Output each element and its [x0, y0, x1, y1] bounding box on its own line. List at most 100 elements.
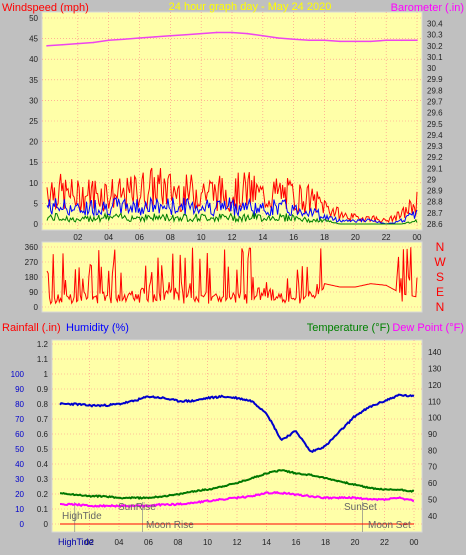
- moonrise-label: Moon Rise: [146, 520, 194, 531]
- rainfall-tick-label: 0.3: [37, 475, 49, 484]
- time-tick-label: 04: [115, 538, 124, 547]
- barometer-point: [138, 37, 141, 39]
- time-tick-label: 20: [351, 233, 360, 242]
- barometer-point: [262, 35, 264, 37]
- rainfall-tick-label: 0.6: [37, 430, 49, 439]
- humidity-tick-label: 60: [15, 430, 24, 439]
- rainfall-tick-label: 1.1: [37, 355, 49, 364]
- humidity-axis: 0 10 20 30 40 50 60 70 80 90 100: [11, 370, 25, 529]
- barometer-tick-label: 29.4: [427, 131, 443, 140]
- time-tick-label: 00: [410, 538, 419, 547]
- direction-tick-label: 180: [25, 273, 39, 282]
- rainfall-tick-label: 0: [44, 520, 49, 529]
- wind-low-series-line: [46, 211, 418, 225]
- barometer-tick-label: 28.8: [427, 198, 443, 207]
- time-tick-label: 06: [144, 538, 153, 547]
- time-tick-label: 02: [73, 233, 82, 242]
- humidity-tick-label: 70: [15, 415, 24, 424]
- temperature-tick-label: 110: [428, 397, 441, 406]
- rainfall-tick-label: 0.7: [37, 415, 49, 424]
- time-tick-label: 20: [351, 538, 360, 547]
- barometer-point: [246, 32, 249, 35]
- barometer-tick-label: 28.7: [427, 209, 443, 218]
- barometer-point: [369, 40, 372, 43]
- barometer-point: [308, 39, 310, 42]
- direction-tick-label: 90: [29, 288, 38, 297]
- humidity-tick-label: 0: [20, 520, 25, 529]
- direction-panel-grid: [42, 246, 422, 308]
- barometer-point: [292, 38, 295, 40]
- compass-label: S: [436, 270, 444, 284]
- temperature-axis-label: Temperature (°F): [307, 322, 390, 334]
- barometer-tick-label: 29.2: [427, 153, 443, 162]
- time-tick-label: 14: [258, 233, 267, 242]
- temperature-tick-label: 90: [428, 430, 437, 439]
- time-tick-label: 00: [413, 233, 422, 242]
- barometer-tick-label: 29.7: [427, 98, 443, 107]
- hightide-label: HighTide: [62, 511, 102, 522]
- temperature-tick-label: 50: [428, 495, 437, 504]
- direction-series-line: [46, 247, 418, 305]
- barometer-tick-label: 30.4: [427, 20, 443, 29]
- humidity-tick-label: 90: [15, 385, 24, 394]
- rainfall-tick-label: 0.5: [37, 445, 49, 454]
- barometer-point: [231, 31, 233, 34]
- wind-panel-time-axis: 02 04 06 08 10 12 14 16 18 20 22 00: [73, 233, 422, 242]
- barometer-point: [200, 32, 202, 35]
- rainfall-tick-label: 0.4: [37, 460, 49, 469]
- barometer-tick-label: 29.3: [427, 142, 443, 151]
- windspeed-tick-label: 40: [29, 55, 38, 64]
- rainfall-tick-label: 1.2: [37, 340, 49, 349]
- humidity-tick-label: 80: [15, 400, 24, 409]
- time-tick-label: 08: [174, 538, 183, 547]
- temperature-series-line: [60, 469, 415, 500]
- direction-tick-label: 360: [25, 243, 39, 252]
- temperature-tick-label: 120: [428, 381, 442, 390]
- humidity-tick-label: 40: [15, 460, 24, 469]
- humidity-tick-label: 10: [15, 505, 24, 514]
- direction-tick-label: 270: [25, 258, 39, 267]
- hightide-bottom-label: HighTide: [58, 537, 94, 547]
- direction-panel-series: [46, 247, 418, 305]
- time-tick-label: 18: [321, 538, 330, 547]
- windspeed-tick-label: 10: [29, 179, 38, 188]
- barometer-point: [323, 39, 326, 42]
- temperature-tick-label: 60: [428, 479, 437, 488]
- time-tick-label: 16: [289, 233, 298, 242]
- compass-label: N: [436, 240, 445, 254]
- windspeed-tick-label: 15: [29, 158, 38, 167]
- barometer-point: [169, 35, 172, 37]
- time-tick-label: 04: [104, 233, 113, 242]
- windspeed-tick-label: 45: [29, 35, 38, 44]
- windspeed-tick-label: 25: [29, 117, 38, 126]
- windspeed-axis-label: Windspeed (mph): [2, 2, 89, 14]
- windspeed-tick-label: 5: [34, 199, 39, 208]
- barometer-tick-label: 28.9: [427, 187, 443, 196]
- temperature-tick-label: 80: [428, 446, 437, 455]
- barometer-point: [46, 45, 48, 47]
- rainfall-axis-label: Rainfall (.in): [2, 322, 61, 334]
- wind-panel-series: [46, 31, 418, 225]
- direction-axis: 0 90 180 270 360: [25, 243, 39, 312]
- windspeed-tick-label: 0: [34, 220, 39, 229]
- barometer-tick-label: 30: [427, 64, 436, 73]
- compass-label: W: [434, 255, 446, 269]
- barometer-tick-label: 29.6: [427, 109, 443, 118]
- barometer-point: [385, 39, 387, 42]
- time-tick-label: 08: [166, 233, 175, 242]
- compass-label: N: [436, 300, 445, 314]
- time-tick-label: 10: [203, 538, 212, 547]
- barometer-tick-label: 29.9: [427, 75, 443, 84]
- time-tick-label: 14: [262, 538, 271, 547]
- humidity-axis-label: Humidity (%): [66, 322, 129, 334]
- humidity-tick-label: 100: [11, 370, 25, 379]
- rainfall-tick-label: 0.2: [37, 490, 49, 499]
- barometer-point: [354, 40, 357, 43]
- moonset-label: Moon Set: [368, 520, 411, 531]
- temperature-axis: 40 50 60 70 80 90 100 110 120 130 140: [428, 348, 442, 521]
- barometer-point: [107, 39, 110, 42]
- time-tick-label: 18: [320, 233, 329, 242]
- barometer-tick-label: 29.8: [427, 86, 443, 95]
- windspeed-tick-label: 30: [29, 96, 38, 105]
